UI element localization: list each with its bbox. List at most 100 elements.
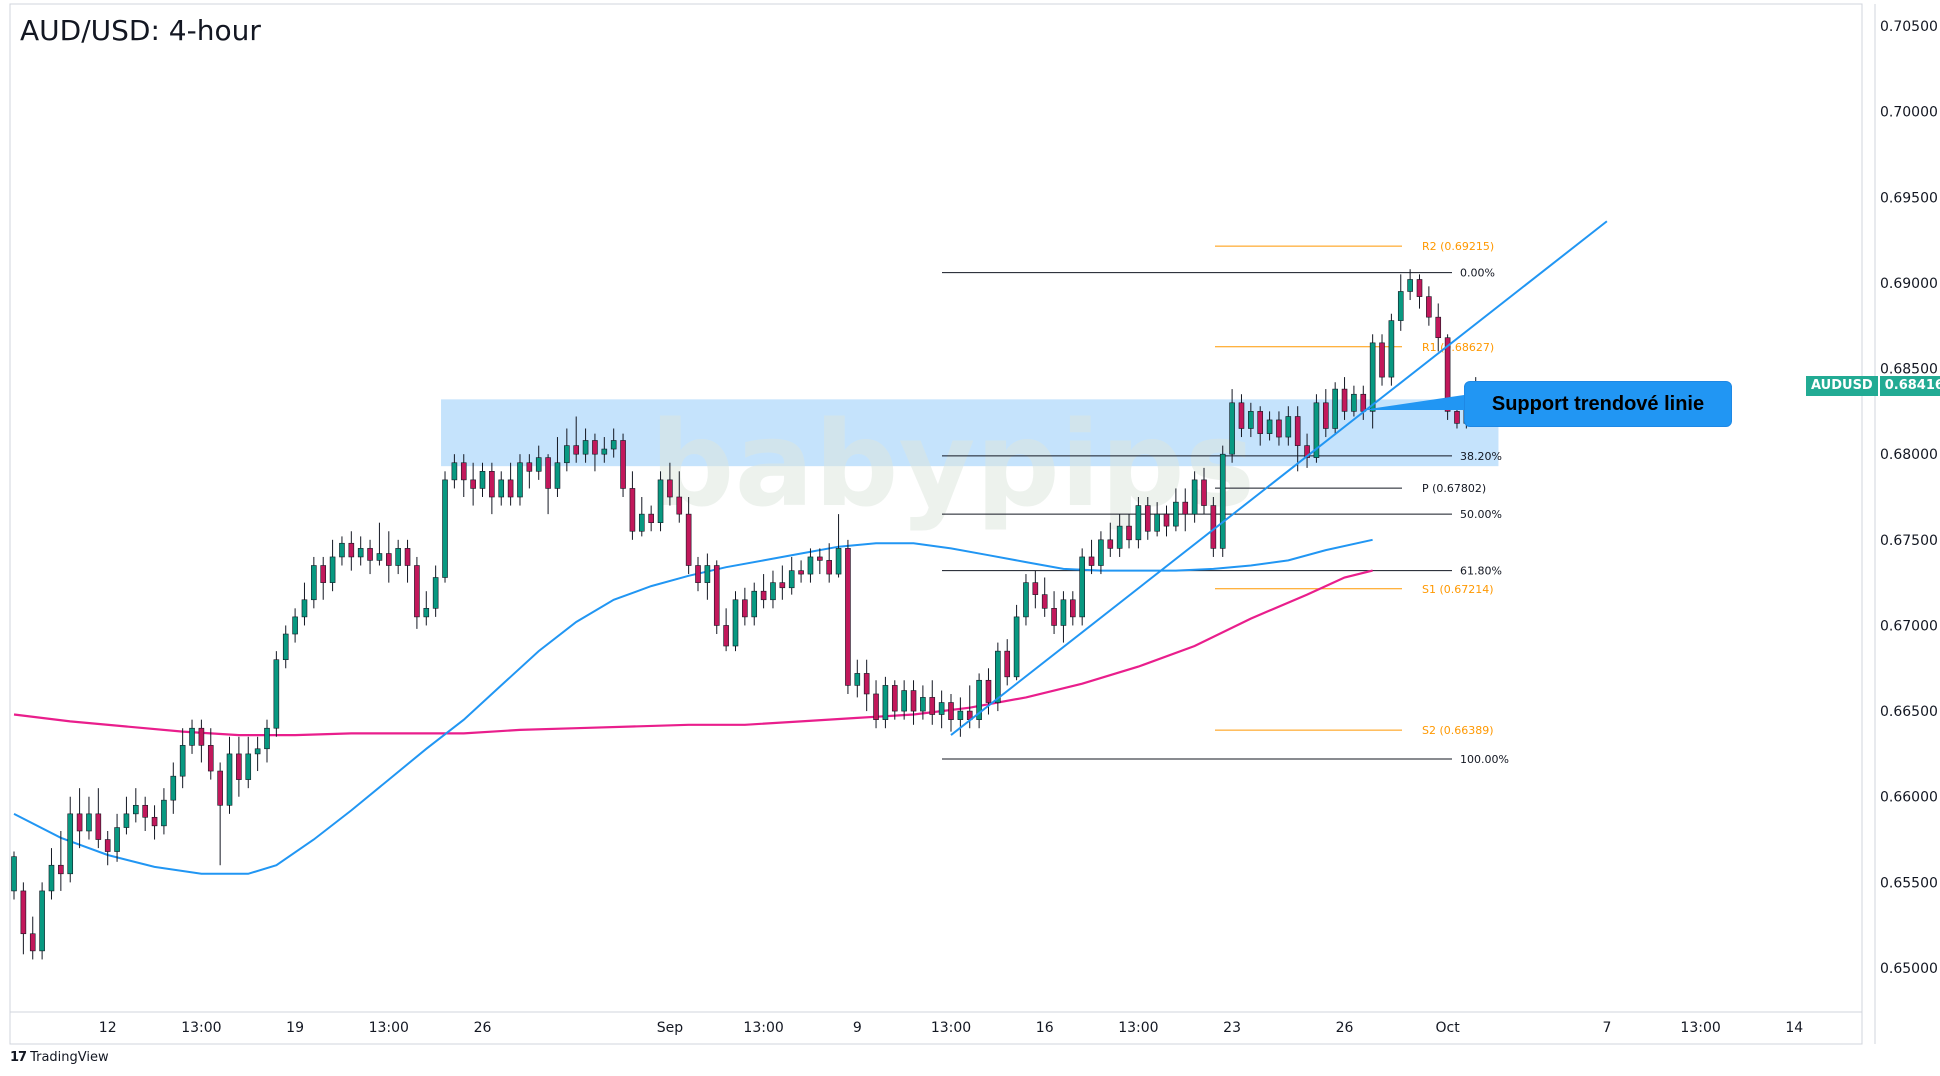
candle-body <box>1032 582 1039 595</box>
candle-body <box>1369 342 1376 412</box>
moving-averages <box>13 538 1373 875</box>
price-tick-label: 0.65000 <box>1880 961 1938 977</box>
candle-body <box>1182 501 1189 515</box>
support-callout: Support trendové linie <box>1464 381 1732 427</box>
pivot-levels: R2 (0.69215) R1 (0.68627) P (0.67802) S1 (0… <box>1215 240 1494 737</box>
time-tick-label: 9 <box>853 1020 862 1036</box>
candle-body <box>76 813 83 832</box>
candle-body <box>723 625 729 647</box>
candle-body <box>601 448 608 455</box>
last-price-tag: AUDUSD 0.68416 <box>1806 376 1940 396</box>
candle-body <box>770 582 776 601</box>
candle-body <box>742 599 748 618</box>
candle-body <box>1051 608 1057 626</box>
candle-body <box>1257 411 1264 434</box>
candle-body <box>11 856 17 892</box>
candle-body <box>1163 513 1170 527</box>
candle-body <box>1341 388 1348 412</box>
candle-body <box>779 582 786 589</box>
candle-body <box>629 488 636 532</box>
candle-body <box>395 548 401 566</box>
pivot-label: P (0.67802) <box>1422 482 1486 495</box>
candle-body <box>20 890 27 935</box>
candle-body <box>582 440 589 455</box>
price-axis[interactable]: 0.70500 0.70000 0.69500 0.69000 0.68500 0.680… <box>1880 19 1938 977</box>
candle-body <box>161 799 167 827</box>
candle-body <box>264 727 270 750</box>
candle-body <box>470 479 476 489</box>
candle-body <box>1013 616 1020 678</box>
candle-body <box>517 462 523 498</box>
fib-label: 0.00% <box>1460 267 1495 280</box>
candle-body <box>976 679 982 720</box>
pivot-label: S2 (0.66389) <box>1422 724 1494 737</box>
candle-body <box>835 548 842 575</box>
candle-body <box>376 553 383 561</box>
candle-body <box>1407 279 1413 292</box>
candle-body <box>1098 539 1104 566</box>
candle-body <box>788 570 795 589</box>
candle-body <box>142 804 148 818</box>
candle-body <box>1397 291 1404 321</box>
candle-body <box>1154 513 1160 532</box>
candle-body <box>845 548 851 686</box>
time-tick-label: 26 <box>474 1020 492 1036</box>
candle-body <box>564 445 570 464</box>
candle-body <box>1266 419 1273 434</box>
trendline-layer <box>950 220 1608 736</box>
time-tick-label: 13:00 <box>369 1020 409 1036</box>
price-tick-label: 0.66000 <box>1880 790 1938 806</box>
candle-body <box>545 457 551 489</box>
candle-body <box>254 748 261 755</box>
candle-body <box>854 673 861 686</box>
candle-body <box>1116 525 1123 549</box>
candle-body <box>732 599 739 647</box>
candle-body <box>123 813 130 828</box>
candle-body <box>432 577 439 609</box>
price-tick-label: 0.68000 <box>1880 447 1938 463</box>
candle-body <box>133 804 139 815</box>
time-tick-label: 7 <box>1602 1020 1611 1036</box>
candle-body <box>357 548 364 558</box>
candle-body <box>39 890 45 952</box>
candle-body <box>948 702 954 720</box>
fib-label: 61.80% <box>1460 565 1502 578</box>
time-axis[interactable]: 12 13:00 19 13:00 26 Sep 13:00 9 13:00 16 13:00 23 2… <box>99 1020 1804 1036</box>
callout-pointer <box>1362 395 1464 410</box>
candle-body <box>442 479 448 578</box>
candle-body <box>1426 296 1432 318</box>
candle-body <box>985 679 992 703</box>
candle-body <box>451 462 458 481</box>
fib-label: 100.00% <box>1460 753 1509 766</box>
candle-body <box>1023 582 1029 618</box>
candle-body <box>1041 594 1048 609</box>
price-tick-label: 0.66500 <box>1880 704 1938 720</box>
candle-body <box>863 673 870 695</box>
time-tick-label: 26 <box>1336 1020 1354 1036</box>
candle-body <box>676 496 683 515</box>
candle-body <box>507 479 514 498</box>
candle-body <box>1248 411 1254 429</box>
candle-body <box>329 556 336 583</box>
candle-body <box>339 542 345 558</box>
candle-body <box>217 770 223 806</box>
candle-body <box>1351 393 1357 412</box>
ma-pink-line <box>13 569 1373 737</box>
time-tick-label: 13:00 <box>1118 1020 1158 1036</box>
candle-body <box>1323 402 1329 429</box>
candle-body <box>685 513 692 566</box>
time-tick-label: 12 <box>99 1020 117 1036</box>
candle-body <box>301 599 308 618</box>
candle-body <box>1004 650 1011 678</box>
candle-body <box>1126 525 1132 541</box>
candle-body <box>620 440 626 489</box>
tradingview-brand: TradingView <box>30 1050 109 1065</box>
time-tick-label: 16 <box>1036 1020 1054 1036</box>
tradingview-logo[interactable]: 17 TradingView <box>10 1050 109 1065</box>
candle-body <box>1088 556 1095 566</box>
time-tick-label: 13:00 <box>743 1020 783 1036</box>
candle-body <box>1285 416 1292 438</box>
ma-blue-line <box>13 538 1373 875</box>
candle-body <box>1360 393 1367 412</box>
